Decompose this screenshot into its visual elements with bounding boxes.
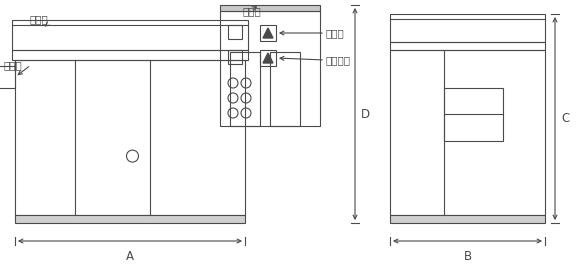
Bar — [220, 5, 320, 11]
Bar — [0, 66, 15, 88]
Bar — [15, 60, 245, 215]
Bar — [270, 52, 300, 126]
Text: A: A — [126, 250, 134, 263]
Bar — [390, 50, 545, 215]
Bar — [390, 14, 545, 42]
Bar — [12, 50, 248, 60]
Bar — [260, 25, 276, 41]
Text: B: B — [463, 250, 472, 263]
Bar — [260, 50, 276, 66]
Text: D: D — [361, 108, 370, 121]
Text: 操作盤: 操作盤 — [242, 6, 262, 16]
Text: 電流計: 電流計 — [325, 28, 344, 38]
Bar — [444, 88, 503, 141]
Bar — [390, 42, 545, 50]
Bar — [15, 215, 245, 223]
Polygon shape — [263, 53, 273, 63]
Text: バレル: バレル — [30, 14, 49, 24]
Text: C: C — [561, 112, 569, 125]
Bar — [228, 25, 242, 39]
Bar — [12, 20, 248, 50]
Bar — [220, 11, 320, 126]
Polygon shape — [263, 28, 273, 38]
Bar — [390, 215, 545, 223]
Text: タイマー: タイマー — [325, 55, 350, 65]
Bar — [228, 50, 242, 64]
Text: 排出口: 排出口 — [3, 60, 22, 70]
Bar — [230, 52, 260, 126]
